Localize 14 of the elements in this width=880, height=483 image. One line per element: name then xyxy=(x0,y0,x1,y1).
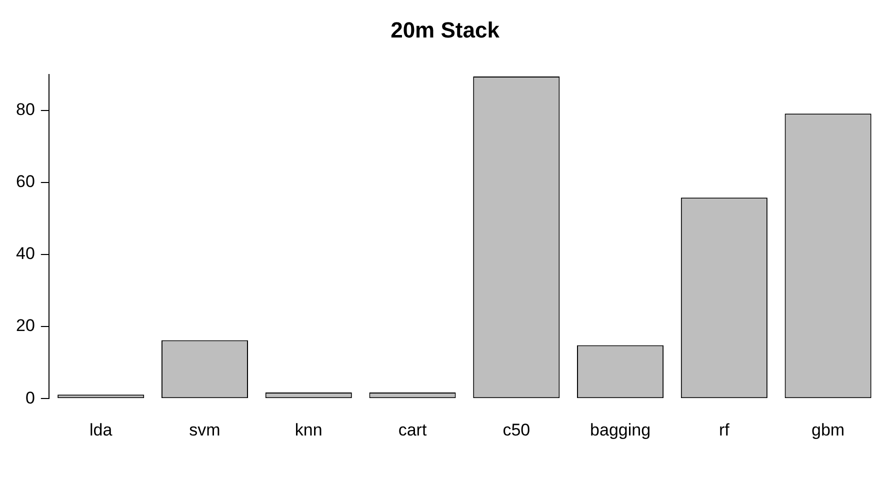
x-tick-label: bagging xyxy=(590,420,651,440)
chart-title: 20m Stack xyxy=(390,17,500,42)
x-tick-label: cart xyxy=(398,420,427,440)
y-tick-label: 40 xyxy=(16,244,35,264)
x-tick-label: lda xyxy=(90,420,113,440)
y-tick-label: 20 xyxy=(16,316,35,336)
x-tick-label: gbm xyxy=(812,420,845,440)
x-tick-label: c50 xyxy=(502,420,530,440)
x-tick-label: rf xyxy=(718,420,730,440)
x-tick-label: knn xyxy=(294,420,322,440)
y-tick-label: 0 xyxy=(25,388,35,408)
y-tick-label: 60 xyxy=(16,172,35,192)
y-tick-label: 80 xyxy=(16,100,35,120)
x-tick-label: svm xyxy=(189,420,220,440)
